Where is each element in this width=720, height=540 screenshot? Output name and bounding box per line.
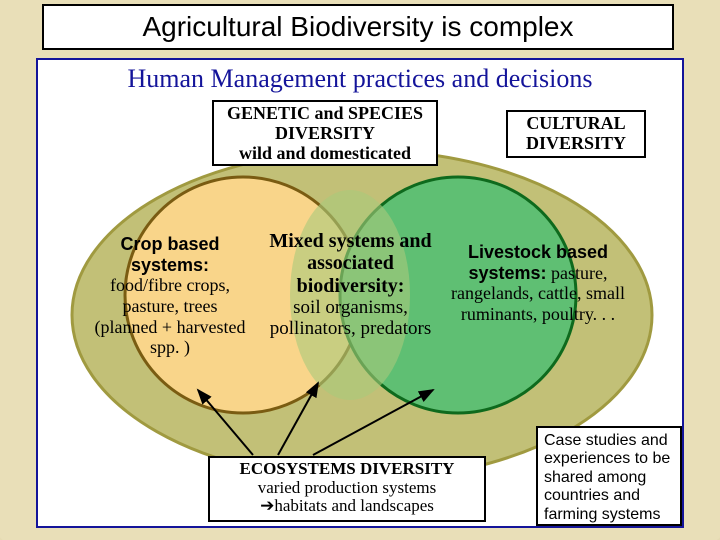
eco-sub1: varied production systems <box>258 478 436 497</box>
mixed-title: Mixed systems and associated biodiversit… <box>268 230 433 297</box>
genetic-line3: wild and domesticated <box>239 143 411 163</box>
livestock-systems-text: Livestock based systems: pasture, rangel… <box>448 242 628 325</box>
arrow-to-mixed <box>278 383 318 455</box>
cultural-line1: CULTURAL <box>526 113 625 133</box>
slide-root: Agricultural Biodiversity is complex Hum… <box>0 0 720 540</box>
genetic-species-box: GENETIC and SPECIES DIVERSITY wild and d… <box>212 100 438 166</box>
eco-title: ECOSYSTEMS DIVERSITY <box>240 459 455 478</box>
frame-subtitle: Human Management practices and decisions <box>38 64 682 94</box>
crop-systems-text: Crop based systems: food/fibre crops, pa… <box>90 234 250 358</box>
genetic-line2: DIVERSITY <box>275 123 375 143</box>
page-title: Agricultural Biodiversity is complex <box>42 4 674 50</box>
crop-body: food/fibre crops, pasture, trees (planne… <box>90 275 250 358</box>
arrow-to-crop <box>198 390 253 455</box>
case-studies-box: Case studies and experiences to be share… <box>536 426 682 526</box>
cultural-line2: DIVERSITY <box>526 133 626 153</box>
arrow-right-icon: ➔ <box>260 496 274 515</box>
eco-sub2: habitats and landscapes <box>274 496 434 515</box>
arrow-to-livestock <box>313 390 433 455</box>
main-frame: Human Management practices and decisions… <box>36 58 684 528</box>
ecosystems-diversity-box: ECOSYSTEMS DIVERSITY varied production s… <box>208 456 486 522</box>
crop-title: Crop based systems: <box>120 234 219 275</box>
genetic-line1: GENETIC and SPECIES <box>227 103 423 123</box>
mixed-body: soil organisms, pollinators, predators <box>268 297 433 340</box>
cultural-diversity-box: CULTURAL DIVERSITY <box>506 110 646 158</box>
mixed-systems-text: Mixed systems and associated biodiversit… <box>268 230 433 340</box>
